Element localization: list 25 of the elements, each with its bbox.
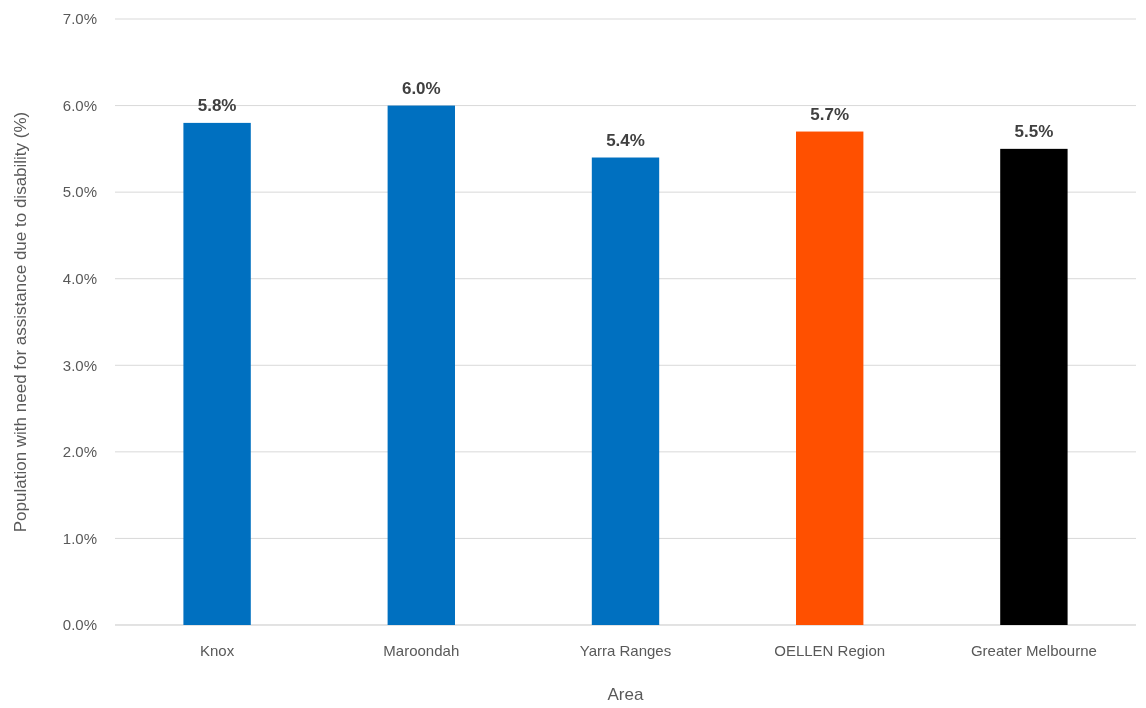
x-axis-title: Area bbox=[607, 685, 644, 704]
y-tick-label: 3.0% bbox=[62, 356, 97, 374]
x-tick-label: Yarra Ranges bbox=[579, 642, 672, 659]
data-label: 5.8% bbox=[197, 95, 237, 115]
data-label: 5.7% bbox=[810, 104, 850, 124]
data-label: 5.4% bbox=[606, 130, 645, 150]
bar bbox=[591, 157, 660, 625]
bar bbox=[1000, 148, 1068, 625]
y-tick-label: 2.0% bbox=[62, 443, 97, 461]
data-label: 5.5% bbox=[1014, 121, 1054, 141]
bar bbox=[387, 105, 455, 625]
x-tick-label: Greater Melbourne bbox=[970, 642, 1097, 659]
y-tick-label: 6.0% bbox=[62, 96, 97, 114]
x-tick-label: Knox bbox=[200, 642, 235, 659]
x-tick-label: OELLEN Region bbox=[774, 642, 886, 659]
bar bbox=[796, 131, 864, 625]
y-axis-title: Population with need for assistance due to disability (%) bbox=[11, 111, 30, 533]
bar bbox=[183, 122, 251, 625]
data-label: 6.0% bbox=[401, 78, 441, 98]
y-tick-label: 0.0% bbox=[62, 616, 97, 634]
y-tick-label: 5.0% bbox=[62, 183, 97, 201]
y-tick-label: 7.0% bbox=[62, 10, 97, 28]
y-tick-label: 1.0% bbox=[62, 529, 97, 547]
x-tick-label: Maroondah bbox=[383, 642, 460, 659]
y-tick-label: 4.0% bbox=[62, 269, 97, 287]
